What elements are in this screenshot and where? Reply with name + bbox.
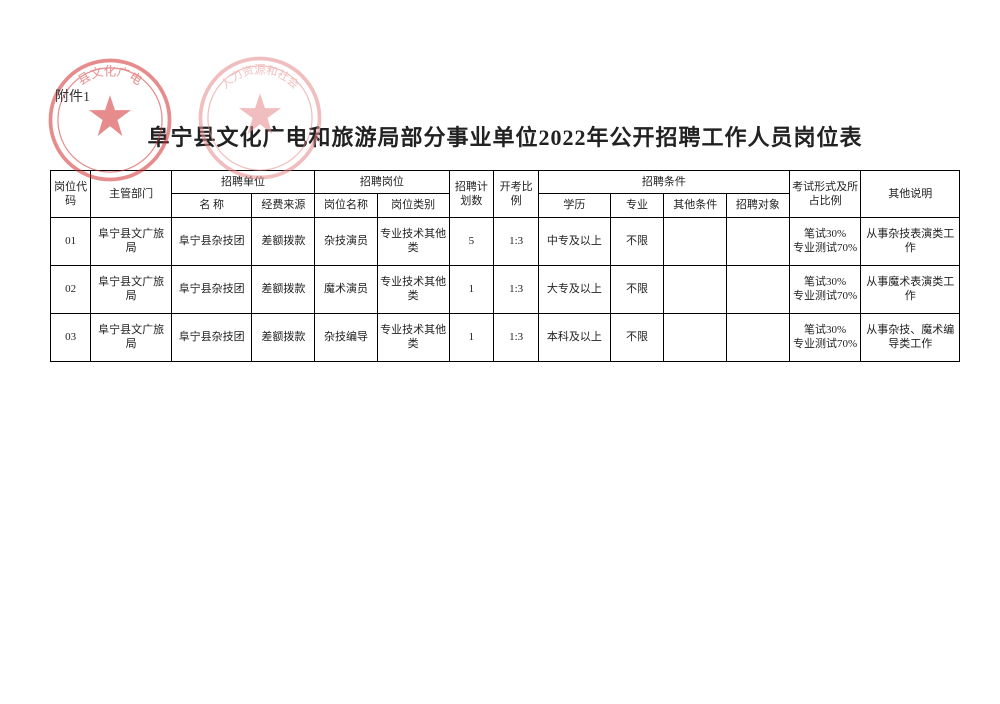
svg-text:县文化广电: 县文化广电 <box>75 64 144 88</box>
stamp-right: 人力资源和社会 <box>198 56 322 180</box>
attachment-label: 附件1 <box>55 86 90 106</box>
cell-dept: 阜宁县文广旅局 <box>91 265 172 313</box>
cell-post-type: 专业技术其他类 <box>377 265 449 313</box>
cell-unit-name: 阜宁县杂技团 <box>171 265 252 313</box>
page-title: 阜宁县文化广电和旅游局部分事业单位2022年公开招聘工作人员岗位表 <box>50 120 960 152</box>
cell-other-cond <box>664 313 727 361</box>
cell-plan: 1 <box>449 265 494 313</box>
cell-post-type: 专业技术其他类 <box>377 313 449 361</box>
cell-ratio: 1:3 <box>494 217 539 265</box>
th-post-group: 招聘岗位 <box>315 171 449 194</box>
th-exam: 考试形式及所占比例 <box>789 171 861 218</box>
cell-unit-name: 阜宁县杂技团 <box>171 313 252 361</box>
cell-major: 不限 <box>610 217 664 265</box>
cell-unit-fund: 差额拨款 <box>252 313 315 361</box>
cell-target <box>727 265 790 313</box>
th-unit-name: 名 称 <box>171 194 252 217</box>
th-post-type: 岗位类别 <box>377 194 449 217</box>
cell-plan: 5 <box>449 217 494 265</box>
th-unit-group: 招聘单位 <box>171 171 314 194</box>
stamp-right-text-top: 人力资源和社会 <box>219 62 302 91</box>
cell-post-name: 杂技编导 <box>315 313 378 361</box>
cell-other-cond <box>664 217 727 265</box>
th-edu: 学历 <box>539 194 611 217</box>
cell-code: 02 <box>51 265 91 313</box>
recruitment-table: 岗位代码 主管部门 招聘单位 招聘岗位 招聘计划数 开考比例 招聘条件 考试形式… <box>50 170 960 362</box>
cell-major: 不限 <box>610 265 664 313</box>
cell-target <box>727 313 790 361</box>
cell-ratio: 1:3 <box>494 313 539 361</box>
th-unit-fund: 经费来源 <box>252 194 315 217</box>
cell-other-cond <box>664 265 727 313</box>
th-code: 岗位代码 <box>51 171 91 218</box>
cell-exam: 笔试30%专业测试70% <box>789 313 861 361</box>
cell-post-name: 魔术演员 <box>315 265 378 313</box>
cell-dept: 阜宁县文广旅局 <box>91 313 172 361</box>
cell-post-name: 杂技演员 <box>315 217 378 265</box>
th-remark: 其他说明 <box>861 171 960 218</box>
cell-edu: 中专及以上 <box>539 217 611 265</box>
page: 县文化广电 人力资源和社会 附件1 阜宁县文化广电和旅游局部分事业单位2022年… <box>0 0 1000 704</box>
cell-ratio: 1:3 <box>494 265 539 313</box>
cell-plan: 1 <box>449 313 494 361</box>
cell-major: 不限 <box>610 313 664 361</box>
th-major: 专业 <box>610 194 664 217</box>
cell-exam: 笔试30%专业测试70% <box>789 265 861 313</box>
th-plan: 招聘计划数 <box>449 171 494 218</box>
table-row: 02 阜宁县文广旅局 阜宁县杂技团 差额拨款 魔术演员 专业技术其他类 1 1:… <box>51 265 960 313</box>
cell-edu: 大专及以上 <box>539 265 611 313</box>
table-row: 03 阜宁县文广旅局 阜宁县杂技团 差额拨款 杂技编导 专业技术其他类 1 1:… <box>51 313 960 361</box>
th-ratio: 开考比例 <box>494 171 539 218</box>
stamp-left-text-top: 县文化广电 <box>75 64 144 88</box>
table-row: 01 阜宁县文广旅局 阜宁县杂技团 差额拨款 杂技演员 专业技术其他类 5 1:… <box>51 217 960 265</box>
cell-remark: 从事杂技表演类工作 <box>861 217 960 265</box>
th-target: 招聘对象 <box>727 194 790 217</box>
th-cond-group: 招聘条件 <box>539 171 790 194</box>
cell-code: 03 <box>51 313 91 361</box>
cell-remark: 从事杂技、魔术编导类工作 <box>861 313 960 361</box>
cell-exam: 笔试30%专业测试70% <box>789 217 861 265</box>
cell-target <box>727 217 790 265</box>
cell-unit-name: 阜宁县杂技团 <box>171 217 252 265</box>
cell-dept: 阜宁县文广旅局 <box>91 217 172 265</box>
th-dept: 主管部门 <box>91 171 172 218</box>
cell-unit-fund: 差额拨款 <box>252 265 315 313</box>
table-body: 01 阜宁县文广旅局 阜宁县杂技团 差额拨款 杂技演员 专业技术其他类 5 1:… <box>51 217 960 361</box>
cell-unit-fund: 差额拨款 <box>252 217 315 265</box>
cell-post-type: 专业技术其他类 <box>377 217 449 265</box>
th-post-name: 岗位名称 <box>315 194 378 217</box>
svg-text:人力资源和社会: 人力资源和社会 <box>219 62 302 91</box>
cell-edu: 本科及以上 <box>539 313 611 361</box>
cell-code: 01 <box>51 217 91 265</box>
cell-remark: 从事魔术表演类工作 <box>861 265 960 313</box>
th-other-cond: 其他条件 <box>664 194 727 217</box>
